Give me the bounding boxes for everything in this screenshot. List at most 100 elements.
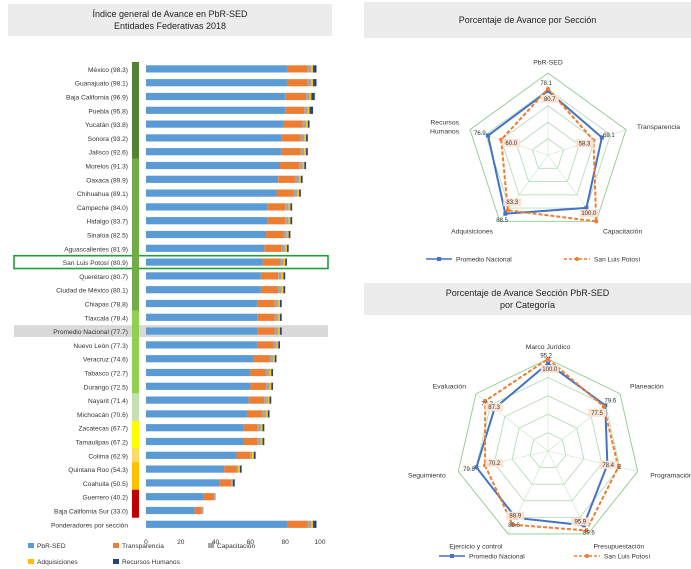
sidebar-scale-cell: [132, 296, 139, 311]
category-label-yucatan-93-8: Yucatán (93.8): [85, 122, 128, 129]
category-label-puebla-95-8: Puebla (95.8): [88, 108, 128, 115]
legend-marker-san-luis-potosi: [585, 554, 589, 558]
bar-pbr-sed-durango-72-5: [146, 382, 251, 390]
bar-transparencia-jalisco-92-6: [281, 148, 301, 156]
bar-pbr-sed-veracruz-74-6: [146, 355, 254, 363]
sidebar-scale-cell: [132, 462, 139, 477]
radar-data-label-promedio-nacional: 76.9: [474, 131, 486, 137]
bar-adquisiciones-san-luis-potosi-80-9: [283, 258, 286, 266]
bar-capacitacion-veracruz-74-6: [269, 355, 274, 363]
bar-chart-panel: Índice general de Avance en PbR-SED Enti…: [8, 4, 332, 566]
bar-chart-title: Índice general de Avance en PbR-SED: [92, 9, 248, 19]
radar-series-san-luis-potosi: [484, 357, 620, 532]
bar-adquisiciones-veracruz-74-6: [273, 355, 275, 363]
bar-pbr-sed-promedio-nacional-77-7: [146, 327, 258, 335]
radar-data-label-san-luis-potosi: 95.9: [574, 519, 586, 525]
radar-series-promedio-nacional: [486, 89, 603, 215]
bar-pbr-sed-yucatan-93-8: [146, 120, 284, 128]
radar-data-label-bg: [485, 403, 504, 412]
radar-grid-ring: [500, 105, 596, 196]
bar-adquisiciones-quintana-roo-54-3: [238, 465, 240, 473]
category-label-tlaxcala-78-4: Tlaxcala (78.4): [84, 315, 128, 322]
bar-recursos-humanos-yucatan-93-8: [307, 120, 310, 128]
sidebar-scale-cell: [132, 282, 139, 297]
bar-capacitacion-yucatan-93-8: [302, 120, 307, 128]
sidebar-scale-cell: [132, 503, 139, 518]
radar-data-label-san-luis-potosi: 78.4: [602, 463, 614, 469]
radar-section-panel: Porcentaje de Avance por Sección 78.1 69.…: [364, 2, 691, 270]
radar-point-promedio-nacional: [503, 211, 508, 216]
radar-grid-ring: [493, 395, 603, 502]
radar-axis-label-adquisiciones: Adquisiciones: [451, 229, 494, 236]
bar-recursos-humanos-tabasco-72-7: [271, 368, 274, 377]
bar-pbr-sed-hidalgo-83-7: [146, 217, 268, 225]
sidebar-scale-cell: [132, 351, 139, 366]
radar-point-san-luis-potosi: [601, 404, 606, 409]
sidebar-scale-cell: [132, 393, 139, 408]
legend-label-capacitacion: Capacitación: [217, 543, 255, 550]
bar-transparencia-tamaulipas-67-2: [243, 437, 258, 446]
radar-data-label-san-luis-potosi: 100.0: [581, 211, 597, 217]
sidebar-scale-cell: [132, 144, 139, 159]
bar-chart-svg: México (98.3) Guanajuato (98.1) Baja Calif…: [13, 62, 329, 566]
bar-pbr-sed-tamaulipas-67-2: [146, 437, 244, 446]
radar-grid-ring: [475, 376, 621, 518]
bar-capacitacion-san-luis-potosi-80-9: [279, 258, 284, 266]
bar-capacitacion-hidalgo-83-7: [285, 217, 289, 225]
radar-data-label-san-luis-potosi: 60.0: [505, 141, 517, 147]
radar-grid-ring: [516, 121, 580, 182]
bar-recursos-humanos-puebla-95-8: [309, 106, 314, 114]
radar-grid-ring: [531, 138, 565, 169]
bar-transparencia-chiapas-78-8: [257, 299, 275, 308]
bar-adquisiciones-puebla-95-8: [307, 106, 310, 114]
sidebar-scale-cell: [132, 448, 139, 463]
bar-recursos-humanos-durango-72-5: [271, 382, 274, 390]
legend-label-san-luis-potosi: San Luis Potosí: [604, 554, 650, 561]
category-label-veracruz-74-6: Veracruz (74.6): [83, 357, 128, 364]
category-label-durango-72-5: Durango (72.5): [84, 384, 128, 391]
bar-adquisiciones-chihuahua-89-1: [297, 189, 300, 197]
sidebar-scale-cell: [132, 324, 139, 339]
sidebar-scale-cell: [132, 62, 139, 77]
bar-pbr-sed-tlaxcala-78-4: [146, 313, 258, 321]
bar-pbr-sed-puebla-95-8: [146, 106, 286, 114]
sidebar-scale-cell: [132, 269, 139, 284]
bar-adquisiciones-sinaloa-82-5: [286, 230, 289, 239]
radar-data-label-bg: [579, 209, 598, 218]
legend-swatch-capacitacion: [208, 543, 214, 548]
radar-point-promedio-nacional: [584, 205, 589, 210]
radar-axis-label-ejercicio-y-control: Ejercicio y control: [449, 543, 503, 550]
bar-capacitacion-colima-62-9: [250, 451, 253, 459]
bar-capacitacion-aguascalientes-81-9: [281, 244, 286, 252]
radar-point-san-luis-potosi: [510, 522, 515, 527]
x-tick-label-20: 20: [177, 539, 185, 546]
sidebar-scale-cell: [132, 379, 139, 394]
bar-transparencia-queretaro-80-7: [260, 272, 279, 280]
radar-point-san-luis-potosi: [594, 219, 599, 224]
bar-pbr-sed-coahuila-50-5: [146, 479, 220, 487]
radar-point-san-luis-potosi: [546, 357, 550, 361]
bar-transparencia-baja-california-sur-33-0: [194, 506, 202, 515]
bar-adquisiciones-michoacan-70-6: [266, 410, 268, 418]
radar-spoke: [507, 450, 549, 535]
sidebar-scale-cell: [132, 186, 139, 201]
radar-axis-label-presupuestacion: Presupuestación: [594, 543, 645, 550]
bar-adquisiciones-oaxaca-89-9: [299, 175, 301, 183]
category-label-guerrero-40-2: Guerrero (40.2): [83, 495, 128, 502]
sidebar-scale-cell: [132, 420, 139, 435]
bar-pbr-sed-quintana-roo-54-3: [146, 465, 225, 473]
bar-transparencia-puebla-95-8: [285, 106, 305, 114]
sidebar-scale-cell: [132, 227, 139, 242]
bar-recursos-humanos-coahuila-50-5: [233, 479, 235, 487]
bar-capacitacion-queretaro-80-7: [278, 272, 282, 280]
radar-category-subtitle: por Categoría: [499, 300, 556, 310]
category-label-jalisco-92-6: Jalisco (92.6): [89, 150, 128, 157]
bar-capacitacion-morelos-91-3: [299, 161, 303, 170]
bar-transparencia-ciudad-de-mexico-80-1: [260, 286, 279, 294]
radar-point-promedio-nacional: [546, 361, 550, 366]
legend-marker-promedio-nacional: [437, 257, 441, 261]
category-label-sonora-93-2: Sonora (93.2): [88, 136, 128, 143]
bar-capacitacion-puebla-95-8: [304, 106, 308, 114]
legend-label-promedio-nacional: Promedio Nacional: [469, 554, 525, 561]
bar-recursos-humanos-queretaro-80-7: [283, 272, 286, 280]
